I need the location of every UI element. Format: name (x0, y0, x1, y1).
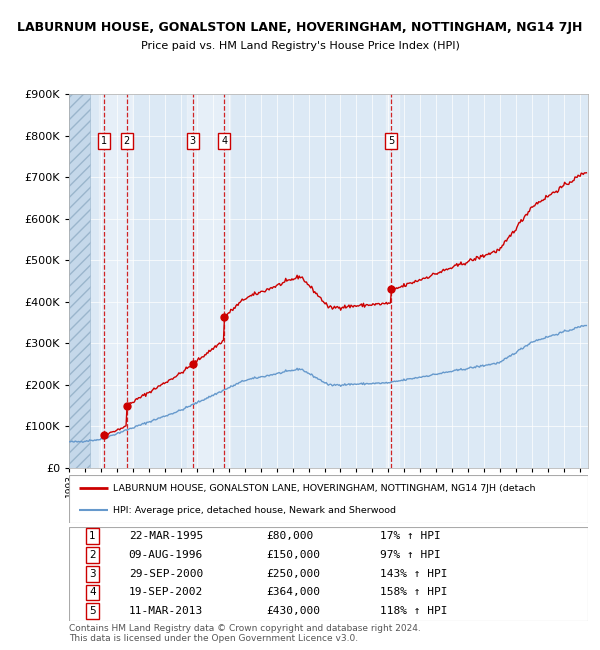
Text: 17% ↑ HPI: 17% ↑ HPI (380, 531, 441, 541)
Text: 1: 1 (89, 531, 95, 541)
Text: 5: 5 (388, 136, 395, 146)
Text: Contains HM Land Registry data © Crown copyright and database right 2024.
This d: Contains HM Land Registry data © Crown c… (69, 624, 421, 644)
Text: 11-MAR-2013: 11-MAR-2013 (128, 606, 203, 616)
Text: 29-SEP-2000: 29-SEP-2000 (128, 569, 203, 578)
Text: 4: 4 (89, 588, 95, 597)
Text: 22-MAR-1995: 22-MAR-1995 (128, 531, 203, 541)
Text: £80,000: £80,000 (266, 531, 313, 541)
Text: 2: 2 (124, 136, 130, 146)
Text: 5: 5 (89, 606, 95, 616)
Text: 143% ↑ HPI: 143% ↑ HPI (380, 569, 448, 578)
Bar (386, 94, 400, 468)
Text: £150,000: £150,000 (266, 550, 320, 560)
Text: 4: 4 (221, 136, 227, 146)
Bar (69, 94, 90, 468)
Text: 2: 2 (89, 550, 95, 560)
Text: Price paid vs. HM Land Registry's House Price Index (HPI): Price paid vs. HM Land Registry's House … (140, 41, 460, 51)
Text: 3: 3 (89, 569, 95, 578)
Text: 09-AUG-1996: 09-AUG-1996 (128, 550, 203, 560)
Text: £364,000: £364,000 (266, 588, 320, 597)
FancyBboxPatch shape (69, 474, 588, 523)
Text: LABURNUM HOUSE, GONALSTON LANE, HOVERINGHAM, NOTTINGHAM, NG14 7JH (detach: LABURNUM HOUSE, GONALSTON LANE, HOVERING… (113, 484, 536, 493)
Text: 3: 3 (190, 136, 196, 146)
Bar (187, 94, 230, 468)
Text: 158% ↑ HPI: 158% ↑ HPI (380, 588, 448, 597)
Text: 19-SEP-2002: 19-SEP-2002 (128, 588, 203, 597)
Text: HPI: Average price, detached house, Newark and Sherwood: HPI: Average price, detached house, Newa… (113, 506, 396, 515)
FancyBboxPatch shape (69, 526, 588, 621)
Text: LABURNUM HOUSE, GONALSTON LANE, HOVERINGHAM, NOTTINGHAM, NG14 7JH: LABURNUM HOUSE, GONALSTON LANE, HOVERING… (17, 21, 583, 34)
Text: 97% ↑ HPI: 97% ↑ HPI (380, 550, 441, 560)
Bar (99, 94, 132, 468)
Text: £250,000: £250,000 (266, 569, 320, 578)
Text: 1: 1 (101, 136, 107, 146)
Text: £430,000: £430,000 (266, 606, 320, 616)
Text: 118% ↑ HPI: 118% ↑ HPI (380, 606, 448, 616)
